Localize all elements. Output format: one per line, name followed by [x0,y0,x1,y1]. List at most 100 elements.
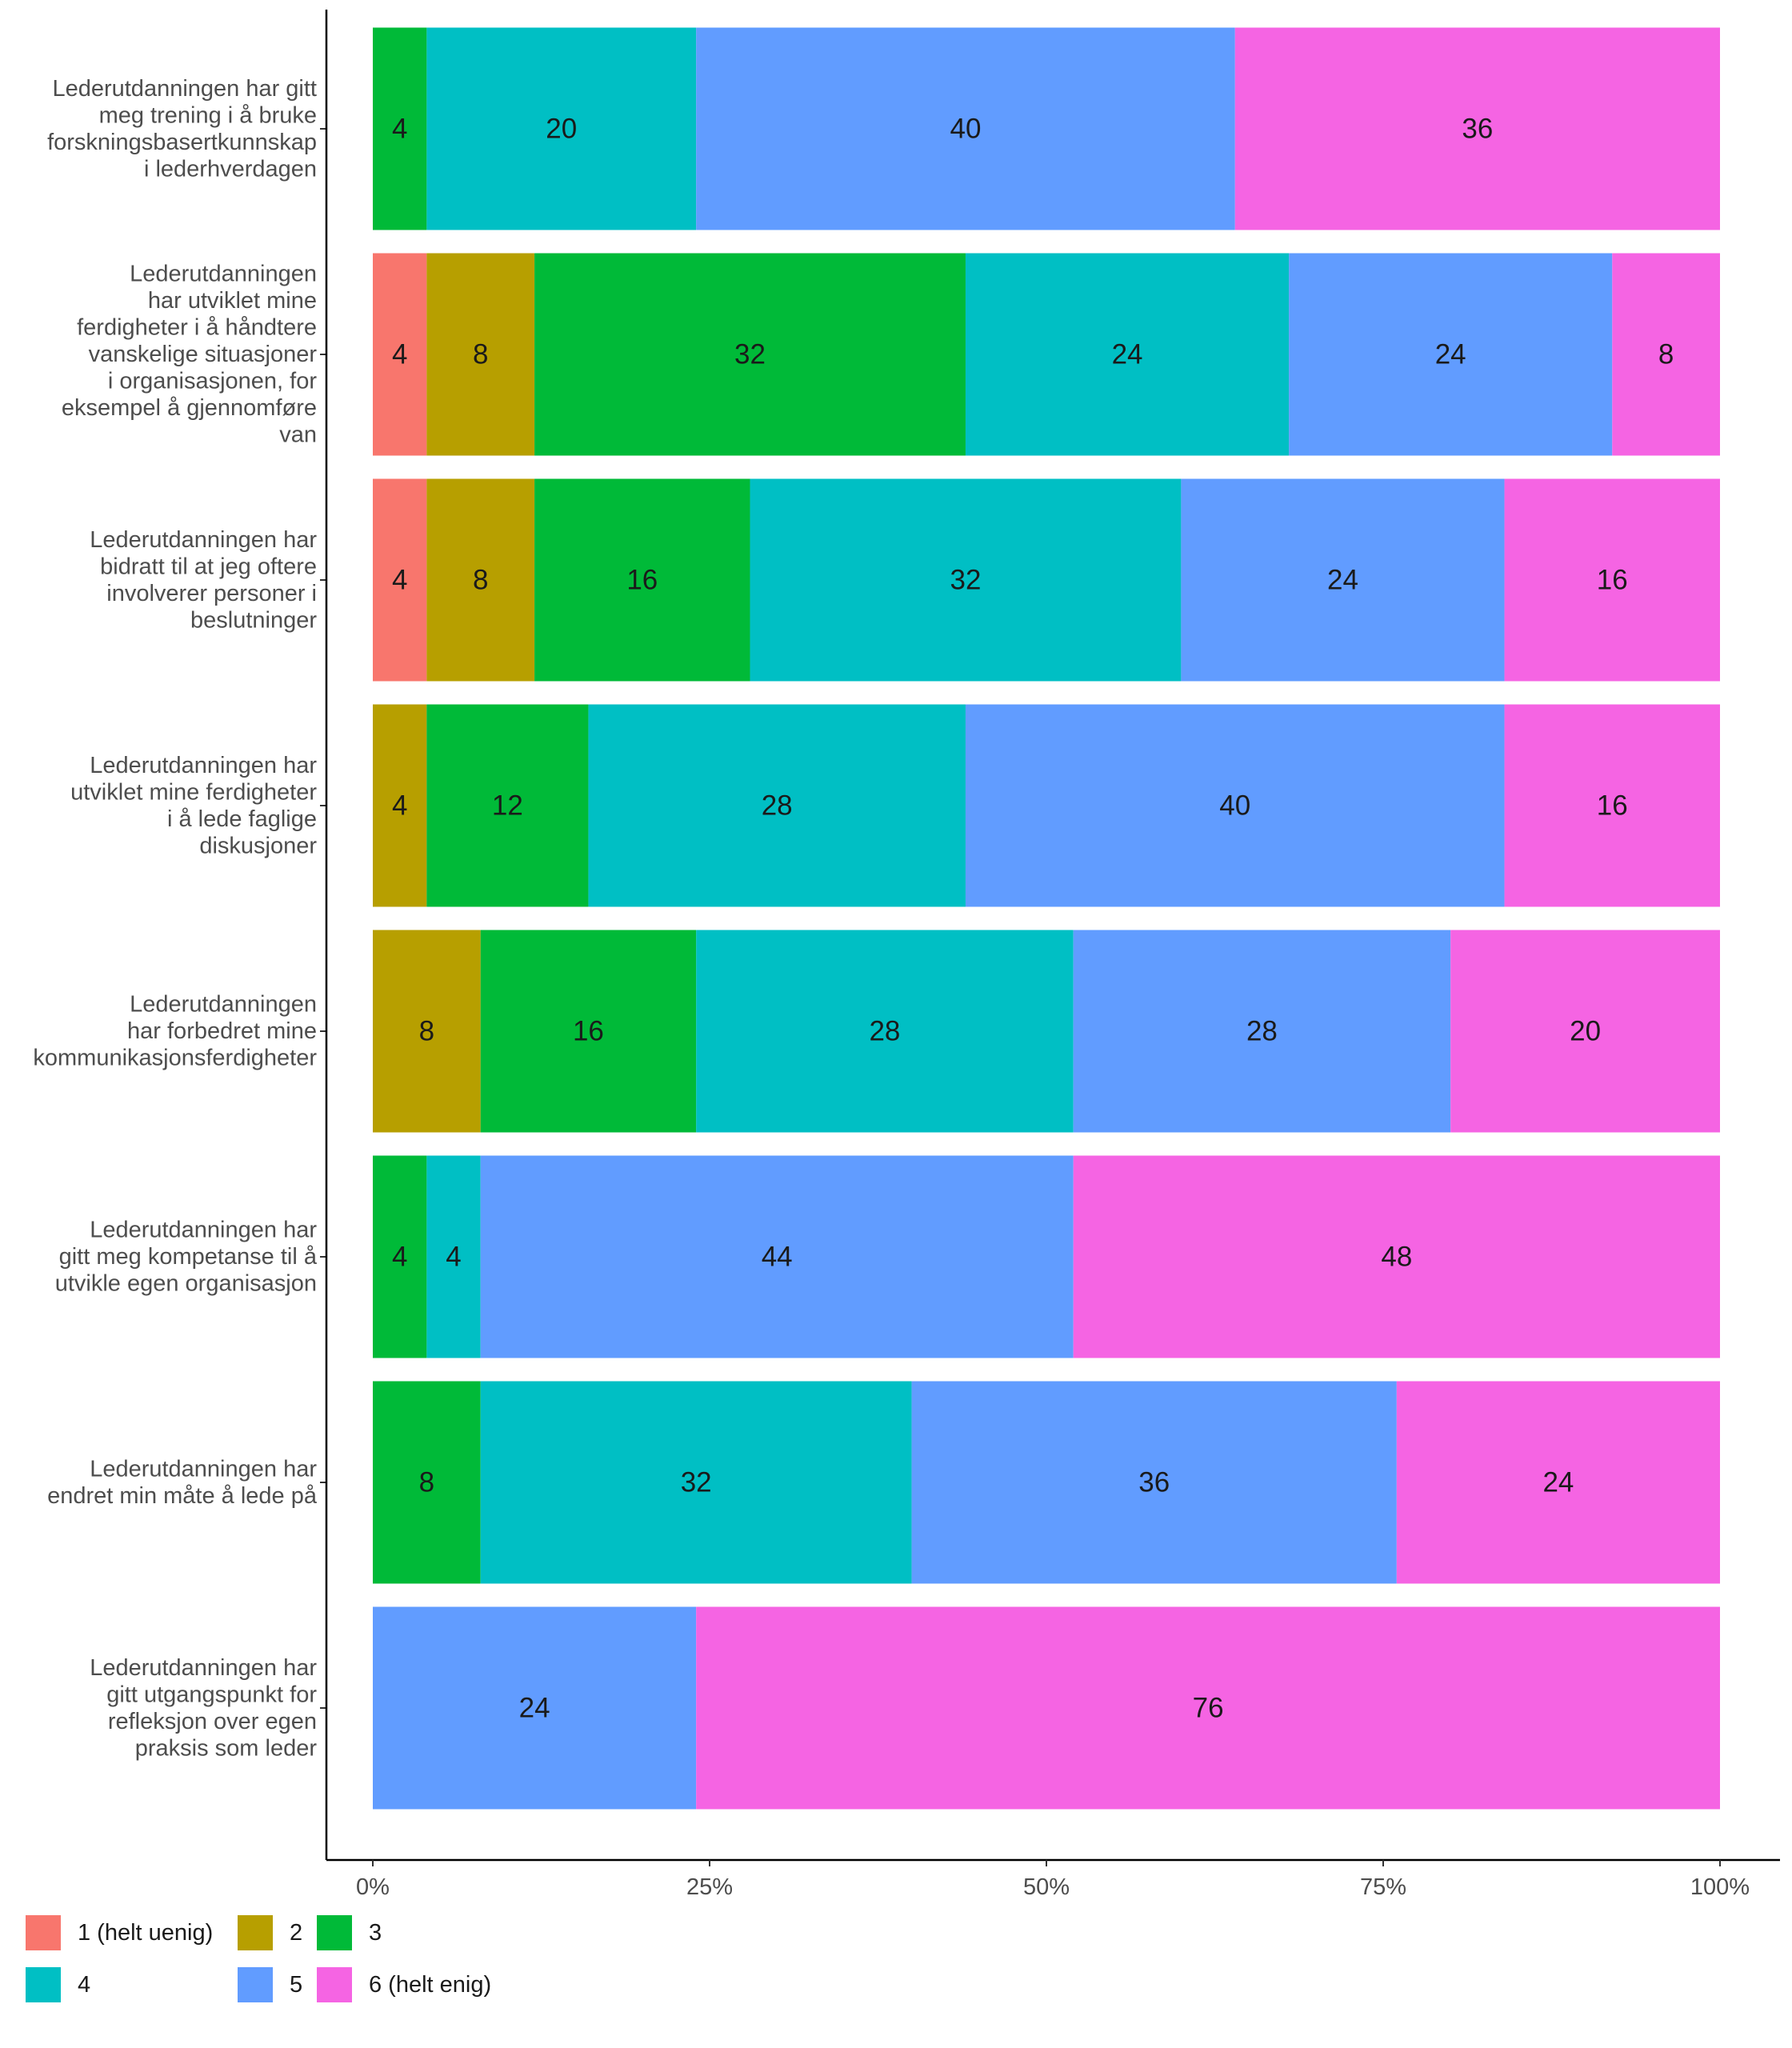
bar-segment [373,1606,697,1810]
bar-segment [696,1606,1721,1810]
x-tick-label: 0% [356,1874,390,1900]
bar-segment [965,253,1290,456]
legend-label: 5 [290,1972,302,1998]
data-label: 32 [681,1467,712,1498]
bar-segment [696,27,1235,230]
category-label-line: bidratt til at jeg oftere [100,554,317,579]
bar-segment [480,1155,1074,1358]
data-label: 16 [1597,790,1628,822]
data-label: 4 [392,790,407,822]
category-label: Lederutdanningen har gitt meg kompetanse … [55,1218,318,1297]
data-label: 4 [392,1242,407,1273]
bar-segment [426,253,535,456]
data-label: 48 [1381,1242,1412,1273]
data-label: 4 [392,114,407,145]
bar-segment [696,930,1074,1133]
category-label-line: Lederutdanningen har [90,1456,317,1482]
data-label: 12 [492,790,523,822]
category-label-line: har utviklet mine [148,288,317,314]
category-label: Lederutdanningen har bidratt til at jeg o… [90,527,317,634]
bar-segment [911,1381,1397,1584]
category-label-line: i lederhverdagen [144,156,317,182]
category-label: Lederutdanningen har forbedret mine kommun… [33,992,317,1071]
bar-segment [426,27,697,230]
data-label: 16 [573,1016,604,1047]
bar-segment [480,1381,912,1584]
legend-swatch [238,1915,273,1950]
category-label-line: vanskelige situasjoner [89,342,318,367]
legend-label: 1 (helt uenig) [78,1920,213,1946]
legend-label: 3 [369,1920,382,1946]
data-label: 36 [1138,1467,1170,1498]
data-label: 8 [473,565,488,596]
category-label-line: i å lede faglige [167,806,317,832]
category-label: Lederutdanningen har utviklet mine ferdig… [70,753,317,859]
bar-segment [965,704,1505,907]
category-label-line: involverer personer i [106,581,317,606]
data-label: 8 [1658,339,1674,370]
category-label-line: van [279,422,317,448]
data-label: 20 [546,114,577,145]
legend-label: 2 [290,1920,302,1946]
data-label: 24 [1112,339,1143,370]
data-label: 24 [1435,339,1466,370]
bar-segment [373,27,427,230]
bar-segment [426,478,535,682]
category-label-line: Lederutdanningen [130,262,317,287]
data-label: 4 [446,1242,461,1273]
legend-swatch [238,1967,273,2002]
data-label: 36 [1462,114,1493,145]
data-label: 8 [419,1467,434,1498]
data-label: 40 [950,114,981,145]
bar-segment [426,704,589,907]
data-label: 16 [1597,565,1628,596]
category-label-line: har forbedret mine [127,1018,317,1044]
data-label: 32 [734,339,766,370]
category-label: Lederutdanningen har gitt utgangspunkt fo… [90,1655,317,1762]
legend-swatch [26,1967,61,2002]
bar-segment [1234,27,1720,230]
bar-segment [373,478,427,682]
category-label-line: forskningsbasertkunnskap [47,130,317,155]
data-label: 32 [950,565,981,596]
data-label: 8 [419,1016,434,1047]
category-label: Lederutdanningen har gitt meg trening i å… [47,76,317,182]
data-label: 24 [1327,565,1358,596]
bar-segment [373,930,481,1133]
bar-segment [588,704,966,907]
category-label-line: kommunikasjonsferdigheter [33,1046,317,1071]
data-label: 28 [762,790,793,822]
data-label: 20 [1570,1016,1601,1047]
bar-segment [426,1155,481,1358]
category-label-line: refleksjon over egen [108,1709,317,1734]
data-label: 24 [519,1693,550,1724]
category-label-line: Lederutdanningen har [90,753,317,778]
data-label: 8 [473,339,488,370]
category-label-line: Lederutdanningen har [90,527,317,553]
category-label-line: Lederutdanningen [130,992,317,1018]
data-label: 44 [762,1242,793,1273]
category-label-line: meg trening i å bruke [99,102,317,128]
category-label-line: beslutninger [190,607,317,633]
bar-segment [750,478,1182,682]
bar-segment [1396,1381,1720,1584]
bar-segment [1504,478,1720,682]
data-label: 4 [392,565,407,596]
x-tick-label: 75% [1360,1874,1406,1900]
data-label: 40 [1219,790,1250,822]
legend-swatch [317,1915,352,1950]
category-label-line: ferdigheter i å håndtere [77,315,317,341]
category-label-line: gitt meg kompetanse til å [59,1244,318,1270]
bar-segment [1450,930,1720,1133]
data-label: 16 [626,565,658,596]
legend-swatch [317,1967,352,2002]
bar-segment [534,478,750,682]
category-label: Lederutdanningen har endret min måte å le… [47,1456,318,1509]
bar-segment [373,1155,427,1358]
data-label: 76 [1193,1693,1224,1724]
bar-segment [1073,1155,1720,1358]
category-label-line: i organisasjonen, for [108,369,317,394]
bar-segment [1612,253,1720,456]
data-label: 28 [1246,1016,1278,1047]
